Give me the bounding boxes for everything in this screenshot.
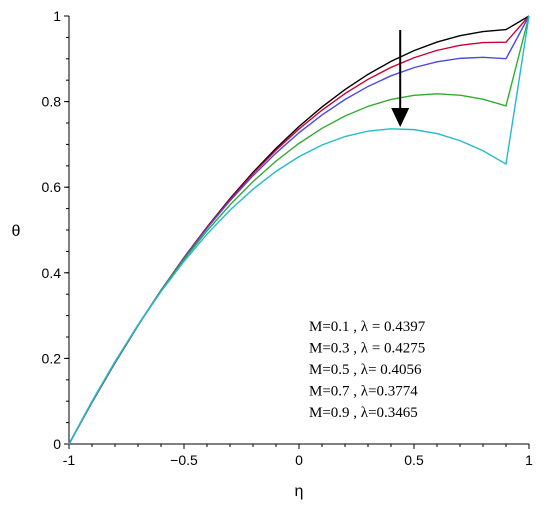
x-tick-label: 0: [295, 452, 303, 468]
y-tick-label: 0.2: [42, 350, 62, 366]
legend-entry-1: M=0.1 , λ = 0.4397: [309, 319, 426, 335]
x-tick-label: 1: [525, 452, 533, 468]
x-tick-label: 0.5: [404, 452, 424, 468]
legend-entry-4: M=0.7 , λ=0.3774: [309, 384, 418, 400]
y-tick-label: 0.6: [42, 179, 62, 195]
y-tick-label: 0: [53, 436, 61, 452]
y-axis-label: θ: [12, 223, 21, 240]
x-tick-label: -1: [63, 452, 76, 468]
y-tick-label: 0.8: [42, 94, 62, 110]
legend-entry-2: M=0.3 , λ = 0.4275: [309, 341, 425, 357]
series-line-1: [68, 15, 530, 445]
arrow-annotation: [391, 30, 410, 127]
legend: M=0.1 , λ = 0.4397 M=0.3 , λ = 0.4275 M=0.…: [309, 319, 426, 421]
series-line-3: [68, 15, 530, 445]
x-tick-label: −0.5: [170, 452, 198, 468]
legend-entry-3: M=0.5 , λ= 0.4056: [309, 362, 422, 378]
series-layer: [68, 15, 530, 445]
axes: -1 −0.5 0 0.5 1 0 0.2 0.4 0.6 0.8 1 η θ: [12, 8, 534, 500]
series-line-5: [68, 15, 530, 445]
legend-entry-5: M=0.9 , λ=0.3465: [309, 405, 418, 421]
x-axis-label: η: [295, 483, 304, 500]
arrow-head: [391, 108, 410, 127]
series-line-2: [68, 15, 530, 445]
series-line-4: [68, 15, 530, 445]
y-tick-label: 0.4: [42, 265, 62, 281]
y-tick-label: 1: [53, 8, 61, 24]
